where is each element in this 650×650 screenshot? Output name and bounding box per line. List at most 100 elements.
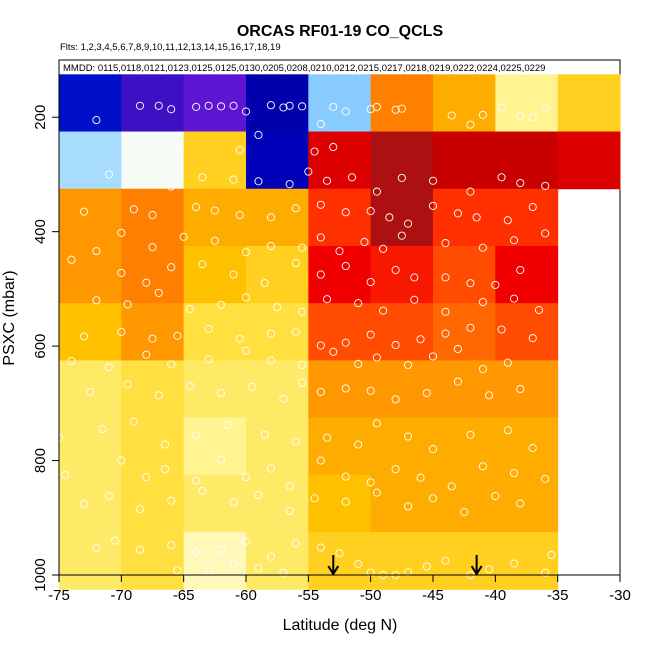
sample-point — [453, 344, 462, 354]
sample-point — [198, 173, 207, 182]
sample-point — [142, 350, 151, 359]
heatmap-cell — [183, 474, 247, 533]
y-axis-label: PSXC (mbar) — [1, 270, 18, 365]
x-axis-label: Latitude (deg N) — [283, 617, 398, 634]
sample-point — [416, 335, 425, 344]
sample-point — [135, 545, 145, 554]
heatmap-cell — [246, 532, 309, 590]
sample-point — [547, 550, 556, 560]
arrow-head — [470, 565, 483, 576]
sample-point — [410, 295, 419, 304]
heatmap-cell — [308, 417, 372, 476]
heatmap-cell — [121, 474, 185, 533]
heatmap-cell — [59, 303, 122, 361]
sample-point — [285, 101, 294, 110]
sample-point — [347, 173, 357, 182]
sample-point — [198, 486, 207, 495]
heatmap-cell — [246, 131, 309, 190]
sample-point — [217, 300, 226, 309]
heatmap-cell — [433, 131, 496, 190]
sample-point — [466, 187, 475, 196]
heatmap-cell — [308, 303, 372, 361]
heatmap-cell — [433, 188, 496, 247]
sample-point — [391, 340, 400, 350]
sample-point — [217, 102, 226, 111]
sample-point — [279, 394, 288, 403]
x-tick-label: -35 — [547, 587, 569, 604]
sample-point — [316, 543, 325, 552]
sample-point — [516, 178, 525, 188]
sample-point — [98, 425, 107, 434]
sample-point — [185, 382, 194, 391]
sample-point — [404, 432, 413, 441]
sample-point — [217, 455, 226, 464]
sample-point — [142, 473, 151, 482]
sample-point — [528, 113, 537, 122]
sample-point — [198, 260, 207, 269]
heatmap-cell — [495, 360, 559, 419]
heatmap-cell — [183, 360, 247, 419]
heatmap-cell — [557, 131, 621, 190]
sample-point — [123, 380, 132, 389]
sample-point — [316, 200, 325, 209]
sample-point — [428, 445, 438, 454]
sample-point — [341, 338, 350, 347]
sample-point — [404, 502, 413, 511]
sample-point — [322, 433, 332, 442]
sample-point — [441, 329, 450, 338]
sample-point — [154, 288, 163, 297]
sample-point — [341, 384, 350, 393]
sample-point — [372, 353, 381, 362]
sample-point — [160, 465, 170, 474]
sample-point — [79, 499, 88, 509]
sample-point — [478, 364, 487, 374]
sample-point — [192, 203, 201, 212]
sample-point — [154, 137, 163, 146]
sample-point — [534, 306, 544, 315]
sample-point — [372, 187, 381, 196]
sample-point — [229, 498, 238, 507]
sample-point — [173, 144, 182, 153]
sample-point — [428, 176, 438, 185]
sample-point — [509, 559, 519, 568]
sample-point — [516, 499, 525, 508]
y-tick-label: 400 — [32, 219, 49, 244]
sample-point — [316, 120, 325, 129]
sample-point — [148, 211, 157, 220]
heatmap-cell — [308, 245, 372, 304]
sample-point — [291, 328, 300, 337]
heatmap-cell — [246, 74, 309, 133]
sample-point — [404, 568, 413, 577]
sample-point — [291, 259, 300, 268]
sample-point — [516, 384, 525, 394]
sample-point — [354, 299, 363, 308]
sample-point — [217, 388, 226, 398]
sample-point — [92, 247, 101, 256]
sample-point — [192, 102, 201, 111]
heatmap-cells — [59, 74, 621, 590]
sample-point — [372, 102, 381, 111]
sample-point — [341, 107, 350, 116]
sample-point — [229, 101, 238, 110]
heatmap-cell — [308, 74, 372, 133]
x-tick-label: -70 — [110, 587, 132, 604]
sample-point — [129, 205, 138, 214]
heatmap-cell — [495, 532, 559, 590]
heatmap-cell — [495, 417, 559, 476]
heatmap-cell — [121, 532, 185, 590]
sample-point — [528, 203, 537, 212]
sample-point — [541, 568, 550, 577]
sample-point — [422, 388, 431, 398]
sample-point — [117, 268, 126, 277]
heatmap-cell — [495, 245, 559, 304]
heatmap-cell — [370, 74, 434, 133]
sample-point — [478, 297, 487, 307]
sample-point — [497, 325, 506, 334]
heatmap-cell — [370, 303, 434, 361]
sample-point — [372, 419, 381, 428]
sample-point — [129, 178, 138, 188]
sample-point — [204, 324, 213, 333]
x-tick-label: -60 — [235, 587, 257, 604]
sample-point — [385, 213, 394, 222]
